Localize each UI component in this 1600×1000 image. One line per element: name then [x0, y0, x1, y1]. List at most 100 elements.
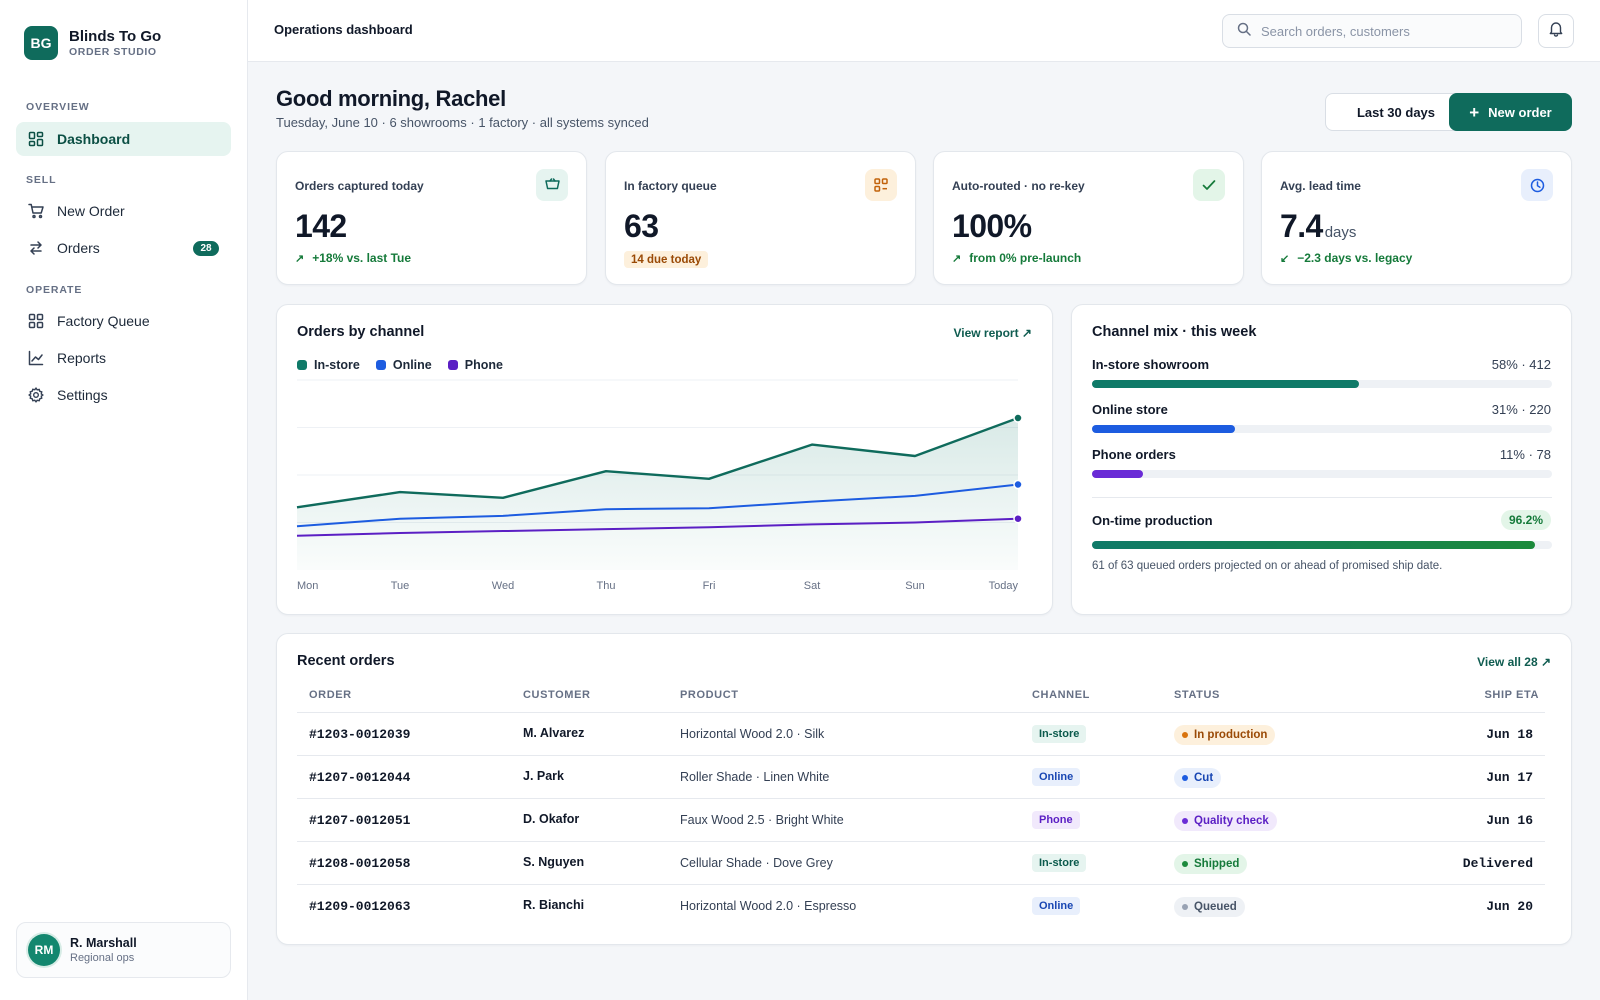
top-bar: Operations dashboard [248, 0, 1600, 62]
x-tick-label: Wed [492, 580, 514, 592]
x-tick-label: Today [989, 580, 1019, 592]
product-name: Horizontal Wood 2.0 · Espresso [680, 899, 857, 913]
sidebar-item-label: New Order [57, 203, 125, 219]
kpi-value: 142 [295, 208, 347, 244]
view-report-link[interactable]: View report ↗ [953, 326, 1032, 340]
column-header-product[interactable]: PRODUCT [680, 689, 739, 701]
sidebar-item-dashboard[interactable]: Dashboard [16, 122, 231, 156]
status-text: In production [1194, 729, 1268, 741]
plus-icon: + [1469, 102, 1480, 122]
sidebar-item-reports[interactable]: Reports [16, 341, 231, 375]
orders-count-badge: 28 [193, 241, 219, 256]
sidebar-item-label: Reports [57, 350, 107, 366]
status-badge: Cut [1174, 768, 1222, 788]
kpi-card-factory-queue: In factory queue 63 14 due today [605, 151, 916, 285]
x-tick-label: Sun [905, 580, 925, 592]
new-order-button[interactable]: + New order [1449, 93, 1572, 131]
orders-by-channel-card: Orders by channel View report ↗ In-store… [276, 304, 1053, 615]
order-id[interactable]: #1203-0012039 [309, 727, 411, 742]
greeting-heading: Good morning, Rachel [276, 86, 506, 111]
status-badge: Quality check [1174, 811, 1277, 831]
search-input[interactable] [1261, 23, 1501, 39]
mix-label-in-store: In-store showroom [1092, 357, 1210, 372]
series-line-in-store [296, 416, 1019, 509]
order-id[interactable]: #1207-0012044 [309, 770, 411, 785]
customer-name: D. Okafor [523, 812, 580, 826]
user-name: R. Marshall [70, 936, 137, 950]
column-header-order[interactable]: ORDER [309, 689, 352, 701]
column-header-channel[interactable]: CHANNEL [1032, 689, 1090, 701]
sidebar-item-factory-queue[interactable]: Factory Queue [16, 304, 231, 338]
kpi-value: 63 [624, 208, 659, 244]
nav-section-sell: SELL [26, 174, 57, 186]
mix-bar-phone [1092, 470, 1552, 478]
date-range-button[interactable]: Last 30 days [1325, 93, 1467, 131]
status-dot [1182, 775, 1188, 781]
series-line-online [296, 483, 1019, 528]
status-text: Queued [1194, 901, 1237, 913]
notifications-button[interactable] [1538, 14, 1574, 48]
mix-label-phone: Phone orders [1092, 447, 1176, 462]
product-name: Faux Wood 2.5 · Bright White [680, 813, 844, 827]
trend-down-icon: ↙ [1280, 252, 1290, 265]
user-profile-card[interactable]: RM R. Marshall Regional ops [16, 922, 231, 978]
data-point-online [1013, 479, 1023, 490]
column-header-status[interactable]: STATUS [1174, 689, 1220, 701]
legend-item-phone: Phone [447, 358, 503, 372]
table-row[interactable]: #1207-0012051 D. Okafor Faux Wood 2.5 · … [297, 798, 1545, 841]
table-row[interactable]: #1207-0012044 J. Park Roller Shade · Lin… [297, 755, 1545, 798]
channel-badge: In-store [1032, 854, 1087, 872]
product-name: Horizontal Wood 2.0 · Silk [680, 727, 825, 741]
column-header-ship-eta[interactable]: SHIP ETA [1484, 689, 1539, 701]
legend-swatch [447, 360, 458, 370]
view-all-orders-link[interactable]: View all 28 ↗ [1477, 655, 1551, 669]
table-row[interactable]: #1203-0012039 M. Alvarez Horizontal Wood… [297, 712, 1545, 755]
sidebar-item-new-order[interactable]: New Order [16, 194, 231, 228]
swap-icon [27, 239, 45, 257]
sidebar-item-orders[interactable]: Orders 28 [16, 231, 231, 265]
table-row[interactable]: #1208-0012058 S. Nguyen Cellular Shade ·… [297, 841, 1545, 884]
ontime-value-badge: 96.2% [1500, 510, 1551, 530]
data-point-in-store [1013, 413, 1023, 423]
order-id[interactable]: #1207-0012051 [309, 813, 411, 828]
kpi-delta-text: +18% vs. last Tue [312, 251, 412, 265]
kpi-label: Avg. lead time [1280, 179, 1361, 193]
mix-value-online: 31% · 220 [1491, 402, 1551, 417]
status-text: Shipped [1194, 858, 1240, 870]
channel-badge: In-store [1032, 725, 1087, 743]
kpi-card-orders-today: Orders captured today 142 ↗ +18% vs. las… [276, 151, 587, 285]
trend-up-icon: ↗ [952, 252, 962, 265]
gear-icon [27, 386, 45, 404]
area-in-store [297, 418, 1018, 570]
brand-name: Blinds To Go [69, 27, 162, 45]
column-header-customer[interactable]: CUSTOMER [523, 689, 591, 701]
x-tick-label: Mon [297, 580, 318, 592]
recent-orders-card: Recent orders View all 28 ↗ ORDER CUSTOM… [276, 633, 1572, 945]
mix-bar-online [1092, 425, 1552, 433]
order-id[interactable]: #1209-0012063 [309, 899, 411, 914]
legend-label: Online [392, 358, 432, 372]
mix-bar-fill [1092, 380, 1359, 388]
kpi-label: In factory queue [624, 179, 717, 193]
nav-section-overview: OVERVIEW [26, 101, 90, 113]
sidebar-item-label: Factory Queue [57, 313, 150, 329]
divider [1092, 497, 1552, 498]
sidebar-item-label: Settings [57, 387, 108, 403]
kpi-label: Auto-routed · no re-key [952, 179, 1085, 193]
status-dot [1182, 818, 1188, 824]
brand-subtitle: ORDER STUDIO [69, 45, 157, 58]
status-dot [1182, 904, 1188, 910]
grid-icon [27, 312, 45, 330]
series-line-phone [296, 517, 1019, 537]
brand-logo: BG [24, 26, 58, 60]
status-dot [1182, 732, 1188, 738]
order-id[interactable]: #1208-0012058 [309, 856, 411, 871]
data-point-phone [1013, 513, 1023, 524]
sidebar-item-settings[interactable]: Settings [16, 378, 231, 412]
sidebar: BG Blinds To Go ORDER STUDIO OVERVIEW Da… [0, 0, 248, 1000]
mix-bar-in-store [1092, 380, 1552, 388]
search-box[interactable] [1222, 14, 1522, 48]
table-row[interactable]: #1209-0012063 R. Bianchi Horizontal Wood… [297, 884, 1545, 927]
kpi-delta: ↗ +18% vs. last Tue [295, 251, 411, 265]
brand[interactable]: BG Blinds To Go ORDER STUDIO [24, 26, 161, 60]
